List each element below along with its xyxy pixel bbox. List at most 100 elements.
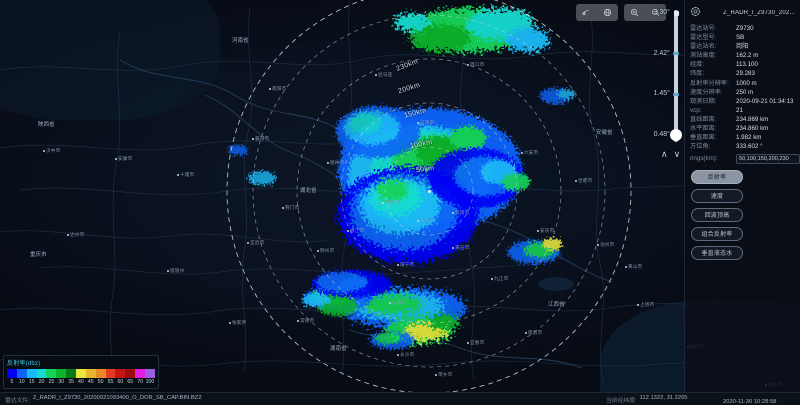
info-row-value: Z9730: [736, 25, 754, 32]
product-button[interactable]: 速度: [691, 188, 743, 203]
legend-swatch: [115, 369, 126, 378]
map-place-dot: [452, 247, 454, 249]
product-button[interactable]: 反射率: [691, 169, 743, 184]
map-place-label: 张家界: [232, 320, 247, 325]
status-coord-value: 112.1322, 31.2265: [639, 394, 688, 401]
radar-info-panel: Z_RADR_I_Z9730_202... 雷达站号: Z9730 雷达型号: SB 雷…: [684, 0, 800, 405]
panel-title: Z_RADR_I_Z9730_202...: [723, 10, 795, 16]
info-row-key: 垂直距离:: [690, 134, 717, 142]
map-place-dot: [67, 234, 69, 236]
map-place-label: 咸宁市: [400, 262, 415, 267]
map-place-label: 安徽省: [596, 130, 613, 136]
product-button-group: 反射率速度回波顶高组合反射率垂直液态水: [690, 169, 795, 260]
rings-config-row: rings(km):: [690, 153, 800, 164]
legend-tick-labels: 5 10 15 20 25 30 35 40 45 50 55 60 65 70 100: [7, 379, 155, 385]
map-place-label: 周口市: [470, 62, 485, 67]
map-place-dot: [297, 320, 299, 322]
status-file-value: Z_RADR_I_Z9730_20200921093400_O_DOR_SB_C…: [32, 394, 202, 401]
elevation-slider-track[interactable]: [674, 10, 678, 142]
elevation-tick-label[interactable]: 3.30°: [653, 8, 670, 16]
tool-group-tools: [576, 4, 618, 21]
elevation-angle-slider[interactable]: 3.30° 2.42° 1.45° 0.48°: [654, 6, 690, 152]
map-place-dot: [389, 302, 391, 304]
info-row-value: 113.100: [736, 61, 758, 69]
legend-tick: 60: [117, 379, 124, 385]
info-row-value: 333.602 °: [736, 143, 763, 151]
elevation-tick-label[interactable]: 2.42°: [653, 49, 670, 57]
legend-swatch: [145, 369, 155, 378]
zoom-out-icon[interactable]: [645, 4, 666, 21]
map-place-dot: [347, 230, 349, 232]
product-button[interactable]: 组合反射率: [691, 226, 743, 241]
map-place-label: 长沙市: [400, 352, 415, 357]
legend-swatch: [36, 369, 47, 378]
info-row-key: 观测日期:: [690, 97, 717, 105]
map-place-dot: [115, 158, 117, 160]
map-place-label: 汉中市: [46, 148, 61, 153]
map-place-dot: [417, 220, 419, 222]
map-place-dot: [417, 122, 419, 124]
elevation-up-arrow[interactable]: ∧: [661, 149, 668, 159]
info-row-value: 岗阳: [736, 43, 749, 51]
elevation-slider-top-cap[interactable]: [673, 10, 679, 16]
legend-tick: 5: [10, 379, 14, 385]
gear-icon[interactable]: [690, 4, 701, 22]
legend-swatch: [135, 369, 146, 378]
elevation-step-arrows: ∧ ∨: [661, 150, 680, 159]
globe-icon[interactable]: [597, 4, 618, 21]
legend-swatch: [125, 369, 136, 378]
legend-swatch: [16, 369, 27, 378]
product-button[interactable]: 垂直液态水: [691, 245, 743, 260]
legend-color-bar: [7, 369, 155, 378]
map-place-label: 荆门市: [285, 205, 300, 210]
measure-icon[interactable]: [576, 4, 597, 21]
map-place-label: 黄山市: [628, 264, 643, 269]
map-place-label: 重庆市: [30, 252, 47, 258]
map-place-label: 孝感市: [385, 200, 400, 205]
legend-tick: 35: [68, 379, 74, 385]
info-row-value: 234.869 km: [736, 115, 769, 123]
radar-info-rows: 雷达站号: Z9730 雷达型号: SB 雷达站名: 岗阳 测站高度: 162.2 m 经度: 1…: [690, 25, 795, 151]
legend-tick: 20: [38, 379, 45, 385]
info-row: 观测日期: 2020-09-21 01:34:13: [690, 97, 795, 106]
map-place-label: 恩施州: [170, 268, 185, 273]
info-row: 水平距离: 234.860 km: [690, 126, 795, 133]
info-row: 纬度: 29.283: [690, 71, 795, 78]
legend-tick: 40: [78, 379, 84, 385]
info-row: 雷达站名: 岗阳: [690, 44, 795, 51]
legend-swatch: [95, 369, 106, 378]
elevation-tick-mark[interactable]: [673, 52, 679, 56]
legend-swatch: [46, 369, 57, 378]
map-place-dot: [491, 278, 493, 280]
map-place-dot: [375, 74, 377, 76]
info-row: 测站高度: 162.2 m: [690, 53, 795, 60]
radar-station-marker: [427, 189, 431, 193]
map-place-dot: [467, 64, 469, 66]
map-place-dot: [537, 230, 539, 232]
legend-tick: 55: [107, 379, 114, 385]
map-place-label: 湖南省: [330, 346, 347, 352]
zoom-in-icon[interactable]: [624, 4, 645, 21]
legend-swatch: [66, 369, 77, 378]
map-place-dot: [525, 332, 527, 334]
product-button[interactable]: 回波顶高: [691, 207, 743, 222]
map-place-label: 宜春市: [470, 340, 485, 345]
map-place-label: 安康市: [118, 156, 133, 161]
elevation-slider-handle[interactable]: [670, 129, 682, 142]
elevation-tick-label[interactable]: 1.45°: [653, 90, 670, 98]
panel-header: Z_RADR_I_Z9730_202...: [690, 4, 795, 22]
map-place-dot: [521, 152, 523, 154]
map-place-label: 岳阳市: [392, 300, 407, 305]
info-row-value: SB: [736, 34, 745, 42]
elevation-tick-mark[interactable]: [673, 92, 679, 96]
rings-input[interactable]: [736, 153, 800, 164]
map-place-label: 黄冈市: [455, 210, 470, 215]
map-place-label: 江西省: [548, 302, 565, 308]
legend-swatch: [76, 369, 86, 378]
elevation-down-arrow[interactable]: ∨: [673, 149, 681, 159]
map-place-dot: [282, 207, 284, 209]
info-row-value: 162.2 m: [736, 52, 759, 60]
elevation-tick-label[interactable]: 0.48°: [653, 131, 670, 139]
info-row: 雷达站号: Z9730: [690, 25, 795, 33]
map-place-label: 黄石市: [455, 245, 470, 250]
